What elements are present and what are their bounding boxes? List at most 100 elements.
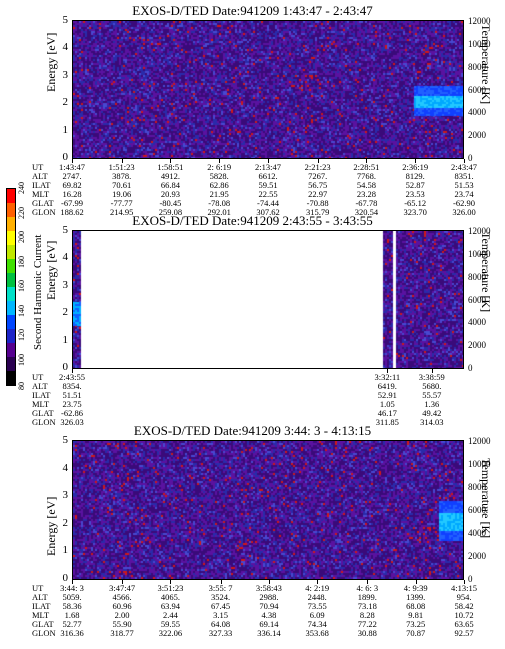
ephemeris-value: 6612. bbox=[258, 171, 278, 181]
ephemeris-value: -74.44 bbox=[257, 198, 279, 208]
ephemeris-row-label: GLAT bbox=[32, 198, 54, 208]
ephemeris-value: -65.12 bbox=[404, 198, 427, 208]
temperature-tick-label: 10000 bbox=[468, 38, 491, 49]
ephemeris-value: 3:55: 7 bbox=[208, 583, 233, 593]
temperature-tick-label: 4000 bbox=[468, 107, 486, 118]
ephemeris-value: 2:28:51 bbox=[353, 162, 380, 172]
ephemeris-value: 20.93 bbox=[160, 189, 180, 199]
panel-2-heatmap bbox=[73, 231, 463, 368]
time-tick bbox=[72, 159, 73, 163]
temperature-tick-label: 0 bbox=[468, 574, 473, 584]
colorbar-swatch bbox=[7, 217, 15, 232]
ephemeris-value: 2.44 bbox=[163, 610, 178, 620]
ephemeris-row-label: UT bbox=[32, 583, 44, 593]
panel-1-heatmap bbox=[73, 21, 463, 158]
ephemeris-value: 3.15 bbox=[213, 610, 228, 620]
ephemeris-value: 4.38 bbox=[261, 610, 277, 620]
energy-tick-label: 4 bbox=[62, 461, 69, 474]
ephemeris-value: 4912. bbox=[160, 171, 180, 181]
energy-tick-label: 1 bbox=[62, 123, 69, 136]
ephemeris-row-label: MLT bbox=[32, 189, 50, 199]
colorbar-swatch bbox=[7, 371, 15, 386]
ephemeris-value: 4566. bbox=[112, 592, 132, 602]
ephemeris-value: 318.77 bbox=[110, 628, 134, 638]
ephemeris-value: 23.53 bbox=[405, 189, 425, 199]
time-tick bbox=[170, 159, 172, 163]
ephemeris-value: 21.95 bbox=[209, 189, 229, 199]
panel-1-plot bbox=[72, 20, 464, 159]
temperature-tick-label: 12000 bbox=[468, 436, 491, 446]
panel-2-plot bbox=[72, 230, 464, 369]
ephemeris-value: 8351. bbox=[454, 171, 474, 181]
ephemeris-value: 77.22 bbox=[357, 619, 377, 629]
temperature-tick-label: 12000 bbox=[468, 16, 491, 26]
time-tick bbox=[220, 580, 222, 584]
ephemeris-value: 3:32:11 bbox=[374, 372, 401, 382]
panel-3-right-axis: 0 2000 4000 6000 8000 10000 12000 bbox=[468, 436, 504, 584]
ephemeris-value: 4:13:15 bbox=[451, 583, 477, 593]
time-tick bbox=[415, 580, 417, 584]
colorbar-tick-label: 120 bbox=[17, 329, 26, 341]
ephemeris-value: 1399. bbox=[406, 592, 426, 602]
ephemeris-value: 69.14 bbox=[259, 619, 279, 629]
ephemeris-value: 59.55 bbox=[160, 619, 180, 629]
ephemeris-value: -62.86 bbox=[61, 408, 83, 418]
ephemeris-value: 1.68 bbox=[64, 610, 80, 620]
ephemeris-value: 2:43:47 bbox=[451, 162, 477, 172]
colorbar-swatch bbox=[7, 343, 15, 358]
panel-3-ephemeris: UT ALT ILAT MLT GLAT GLON 3:44: 3 5059. 58.36 1.6… bbox=[0, 580, 505, 640]
colorbar-swatch bbox=[7, 231, 15, 246]
ephemeris-value: 6419. bbox=[377, 381, 397, 391]
ephemeris-row-label: GLON bbox=[32, 207, 56, 217]
time-tick bbox=[366, 159, 368, 163]
ephemeris-value: 70.61 bbox=[112, 180, 132, 190]
ephemeris-value: 3524. bbox=[211, 592, 231, 602]
ephemeris-value: 5059. bbox=[62, 592, 82, 602]
ephemeris-value: 8129. bbox=[405, 171, 425, 181]
panel-3-left-axis: 0 1 2 3 4 5 bbox=[56, 435, 70, 584]
ephemeris-value: 2:43:55 bbox=[59, 372, 85, 382]
ephemeris-value: 327.33 bbox=[208, 628, 233, 638]
ephemeris-value: 10.72 bbox=[454, 610, 474, 620]
ephemeris-value: 3:58:43 bbox=[255, 583, 282, 593]
ephemeris-value: 67.45 bbox=[211, 601, 231, 611]
energy-tick-label: 3 bbox=[62, 489, 69, 502]
ephemeris-value: 314.03 bbox=[420, 417, 444, 427]
ephemeris-value: 62.86 bbox=[209, 180, 229, 190]
ephemeris-value: 5828. bbox=[209, 171, 229, 181]
colorbar-swatch bbox=[7, 287, 15, 302]
ephemeris-value: 19.06 bbox=[112, 189, 132, 199]
panel-1-right-axis: 0 2000 4000 6000 8000 10000 12000 bbox=[468, 16, 504, 163]
ephemeris-value: 51.53 bbox=[454, 180, 474, 190]
ephemeris-value: 51.51 bbox=[62, 390, 82, 400]
energy-tick-label: 2 bbox=[62, 516, 69, 529]
ephemeris-row-label: ALT bbox=[32, 381, 48, 391]
ephemeris-row-label: GLON bbox=[32, 417, 56, 427]
ephemeris-value: -70.88 bbox=[306, 198, 329, 208]
ephemeris-value: 3878. bbox=[112, 171, 132, 181]
ephemeris-value: 46.17 bbox=[377, 408, 397, 418]
panel-1-left-axis: 0 1 2 3 4 5 bbox=[56, 15, 70, 163]
ephemeris-value: 54.58 bbox=[356, 180, 376, 190]
time-tick bbox=[122, 580, 124, 584]
temperature-tick-label: 4000 bbox=[468, 528, 486, 538]
panel-2-title: EXOS-D/TED Date:941209 2:43:55 - 3:43:55 bbox=[132, 213, 373, 228]
panel-3-title: EXOS-D/TED Date:941209 3:44: 3 - 4:13:15 bbox=[133, 423, 372, 438]
temperature-tick-label: 2000 bbox=[468, 340, 486, 351]
ephemeris-value: 2448. bbox=[307, 592, 327, 602]
ephemeris-value: 23.28 bbox=[356, 189, 376, 199]
energy-tick-label: 4 bbox=[62, 41, 69, 54]
time-tick bbox=[387, 369, 389, 373]
energy-tick-label: 3 bbox=[62, 68, 69, 81]
ephemeris-value: 52.91 bbox=[377, 390, 397, 400]
ephemeris-value: 311.85 bbox=[375, 417, 399, 427]
energy-tick-label: 0 bbox=[62, 361, 69, 373]
ephemeris-value: 58.36 bbox=[62, 601, 82, 611]
temperature-tick-label: 8000 bbox=[468, 482, 486, 492]
ephemeris-value: 63.65 bbox=[454, 619, 474, 629]
ephemeris-value: 30.88 bbox=[357, 628, 377, 638]
ephemeris-value: 6.09 bbox=[309, 610, 325, 620]
temperature-tick-label: 10000 bbox=[468, 459, 491, 469]
ephemeris-value: 2:36:19 bbox=[402, 162, 429, 172]
ephemeris-value: 23.74 bbox=[454, 189, 474, 199]
